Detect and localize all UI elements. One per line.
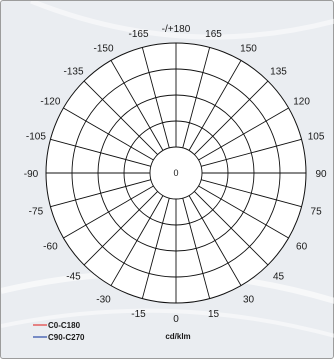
angle-label: -165 — [128, 29, 148, 40]
grid-spoke — [194, 80, 269, 155]
grid-spoke — [110, 195, 164, 286]
grid-spoke — [198, 185, 289, 239]
angle-label: -30 — [96, 295, 111, 306]
grid-spoke — [200, 138, 302, 167]
background-curve — [30, 1, 334, 40]
background-curve — [1, 308, 334, 338]
angle-label: 0 — [173, 314, 179, 325]
angle-label: -120 — [40, 97, 60, 108]
angle-label: -105 — [26, 132, 46, 143]
grid-spoke — [50, 179, 152, 208]
grid-spoke — [182, 197, 211, 299]
angle-label: -45 — [66, 272, 81, 283]
angle-label: 90 — [315, 169, 327, 180]
unit-label: cd/klm — [165, 332, 190, 341]
angle-label: -60 — [43, 242, 58, 253]
grid-spoke — [182, 47, 211, 149]
angle-label: 45 — [273, 272, 285, 283]
grid-spoke — [83, 191, 158, 266]
grid-spoke — [188, 60, 242, 151]
angle-label: 30 — [243, 295, 255, 306]
angle-label: 135 — [270, 67, 287, 78]
grid-spoke — [198, 107, 289, 161]
legend-label-c0-c180: C0-C180 — [48, 321, 81, 330]
angle-label: -150 — [93, 43, 113, 54]
angle-labels: -/+180 1651501351201059075604530150-15-30… — [24, 24, 327, 325]
angle-label: 120 — [293, 97, 310, 108]
angle-label: 150 — [240, 43, 257, 54]
grid-spoke — [194, 191, 269, 266]
legend: C0-C180 C90-C270 — [33, 321, 85, 342]
grid-spoke — [63, 185, 154, 239]
angle-label: -/+180 — [162, 24, 191, 35]
legend-label-c90-c270: C90-C270 — [48, 333, 85, 342]
angle-label: 15 — [208, 309, 220, 320]
grid-spoke — [200, 179, 302, 208]
grid-spoke — [50, 138, 152, 167]
angle-label: -15 — [131, 309, 146, 320]
grid-spoke — [83, 80, 158, 155]
grid-spoke — [141, 197, 170, 299]
angle-label: -135 — [63, 67, 83, 78]
grid-spoke — [63, 107, 154, 161]
grid-spoke — [188, 195, 242, 286]
polar-grid — [45, 42, 307, 304]
angle-label: 165 — [205, 29, 222, 40]
angle-label: -75 — [29, 207, 44, 218]
angle-label: 60 — [296, 242, 308, 253]
angle-label: 75 — [311, 207, 323, 218]
angle-label: 105 — [308, 132, 325, 143]
center-value-label: 0 — [173, 168, 178, 178]
grid-spoke — [141, 47, 170, 149]
grid-spoke — [110, 60, 164, 151]
angle-label: -90 — [24, 169, 39, 180]
